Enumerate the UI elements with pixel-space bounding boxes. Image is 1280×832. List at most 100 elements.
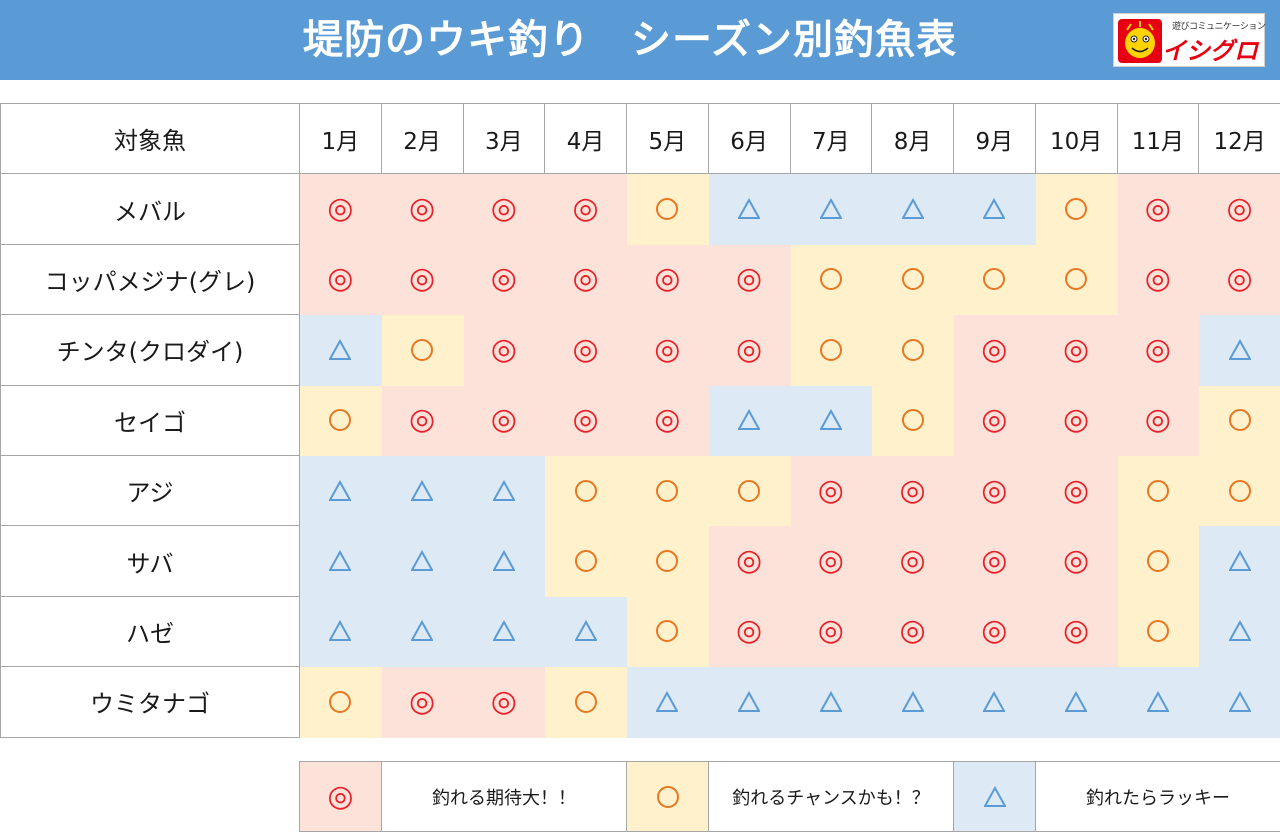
season-cell: ◎	[299, 173, 382, 245]
season-cell	[544, 595, 627, 668]
fish-name: アジ	[0, 454, 300, 527]
season-cell	[1034, 173, 1118, 245]
double-circle-icon: ◎	[409, 402, 436, 438]
page-title: 堤防のウキ釣り シーズン別釣魚表	[303, 17, 957, 63]
season-cell: ◎	[1198, 243, 1280, 316]
triangle-icon	[983, 785, 1006, 808]
season-cell	[1116, 454, 1200, 527]
double-circle-icon: ◎	[1063, 331, 1090, 367]
logo-wordmark: イシグロ	[1162, 37, 1258, 65]
double-circle-icon: ◎	[899, 472, 926, 508]
triangle-icon	[738, 690, 761, 713]
column-header-month: 10月	[1034, 102, 1118, 175]
double-circle-icon: ◎	[736, 261, 763, 297]
table-row: コッパメジナ(グレ) ◎ ◎ ◎ ◎ ◎ ◎ ◎ ◎	[0, 243, 1280, 316]
season-cell: ◎	[462, 666, 546, 738]
circle-icon	[656, 620, 679, 643]
fish-name: チンタ(クロダイ)	[0, 314, 300, 386]
circle-icon	[656, 198, 679, 221]
table-header-row: 対象魚 1月 2月 3月 4月 5月 6月 7月 8月 9月 10月 11月 12月	[0, 102, 1280, 175]
season-cell: ◎	[544, 173, 627, 245]
triangle-icon	[492, 479, 515, 502]
column-header-month: 7月	[789, 102, 873, 175]
season-cell: ◎	[953, 454, 1036, 527]
season-cell	[299, 666, 382, 738]
column-header-month: 2月	[380, 102, 464, 175]
season-cell: ◎	[789, 595, 873, 668]
season-cell	[871, 243, 954, 316]
column-header-month: 11月	[1116, 102, 1200, 175]
double-circle-icon: ◎	[409, 261, 436, 297]
circle-icon	[1228, 409, 1251, 432]
triangle-icon	[329, 620, 352, 642]
season-cell	[299, 595, 382, 668]
triangle-icon	[983, 690, 1006, 713]
double-circle-icon: ◎	[654, 261, 681, 297]
column-header-month: 3月	[462, 102, 546, 175]
season-cell	[871, 173, 954, 245]
double-circle-icon: ◎	[1063, 402, 1090, 438]
fish-name: セイゴ	[0, 384, 300, 456]
header-bar: 堤防のウキ釣り シーズン別釣魚表 遊びコミュニケーション イシグロ	[0, 0, 1280, 80]
legend-swatch	[953, 761, 1036, 832]
season-cell	[953, 243, 1036, 316]
column-header-month: 1月	[299, 102, 382, 175]
season-cell	[871, 384, 954, 456]
circle-icon	[1065, 198, 1088, 221]
legend-label: 釣れるチャンスかも！？	[708, 761, 954, 832]
season-cell: ◎	[626, 314, 709, 386]
season-cell	[871, 314, 954, 386]
double-circle-icon: ◎	[1226, 261, 1253, 297]
circle-icon	[819, 338, 842, 361]
season-cell: ◎	[953, 384, 1036, 456]
circle-icon	[574, 479, 597, 502]
season-cell: ◎	[462, 384, 546, 456]
season-cell: ◎	[1034, 384, 1118, 456]
double-circle-icon: ◎	[654, 402, 681, 438]
season-cell	[789, 666, 873, 738]
season-cell: ◎	[299, 243, 382, 316]
circle-icon	[574, 690, 597, 713]
season-cell	[1198, 666, 1280, 738]
double-circle-icon: ◎	[490, 261, 517, 297]
season-cell: ◎	[707, 243, 791, 316]
season-cell	[626, 595, 709, 668]
season-cell: ◎	[380, 666, 464, 738]
double-circle-icon: ◎	[327, 778, 354, 814]
fish-name: ハゼ	[0, 595, 300, 668]
season-cell	[707, 384, 791, 456]
column-header-month: 6月	[707, 102, 791, 175]
season-cell	[299, 314, 382, 386]
double-circle-icon: ◎	[736, 613, 763, 649]
season-cell	[462, 454, 546, 527]
season-cell: ◎	[380, 384, 464, 456]
triangle-icon	[983, 198, 1006, 220]
season-cell: ◎	[544, 314, 627, 386]
table-row: ウミタナゴ ◎ ◎	[0, 666, 1280, 738]
season-cell: ◎	[707, 525, 791, 597]
double-circle-icon: ◎	[490, 191, 517, 227]
double-circle-icon: ◎	[981, 543, 1008, 579]
brand-logo[interactable]: 遊びコミュニケーション イシグロ	[1113, 13, 1266, 67]
season-cell	[1116, 525, 1200, 597]
column-header-month: 9月	[953, 102, 1036, 175]
double-circle-icon: ◎	[981, 472, 1008, 508]
season-cell: ◎	[789, 454, 873, 527]
double-circle-icon: ◎	[490, 402, 517, 438]
season-cell: ◎	[380, 243, 464, 316]
season-cell	[462, 525, 546, 597]
circle-icon	[1228, 479, 1251, 502]
season-cell: ◎	[1116, 384, 1200, 456]
circle-icon	[1065, 268, 1088, 291]
double-circle-icon: ◎	[1063, 613, 1090, 649]
season-cell	[707, 454, 791, 527]
double-circle-icon: ◎	[1063, 543, 1090, 579]
triangle-icon	[1228, 620, 1251, 642]
triangle-icon	[738, 198, 761, 220]
double-circle-icon: ◎	[981, 402, 1008, 438]
season-cell: ◎	[707, 595, 791, 668]
double-circle-icon: ◎	[490, 683, 517, 719]
season-cell: ◎	[1034, 525, 1118, 597]
double-circle-icon: ◎	[736, 543, 763, 579]
season-cell	[1116, 666, 1200, 738]
